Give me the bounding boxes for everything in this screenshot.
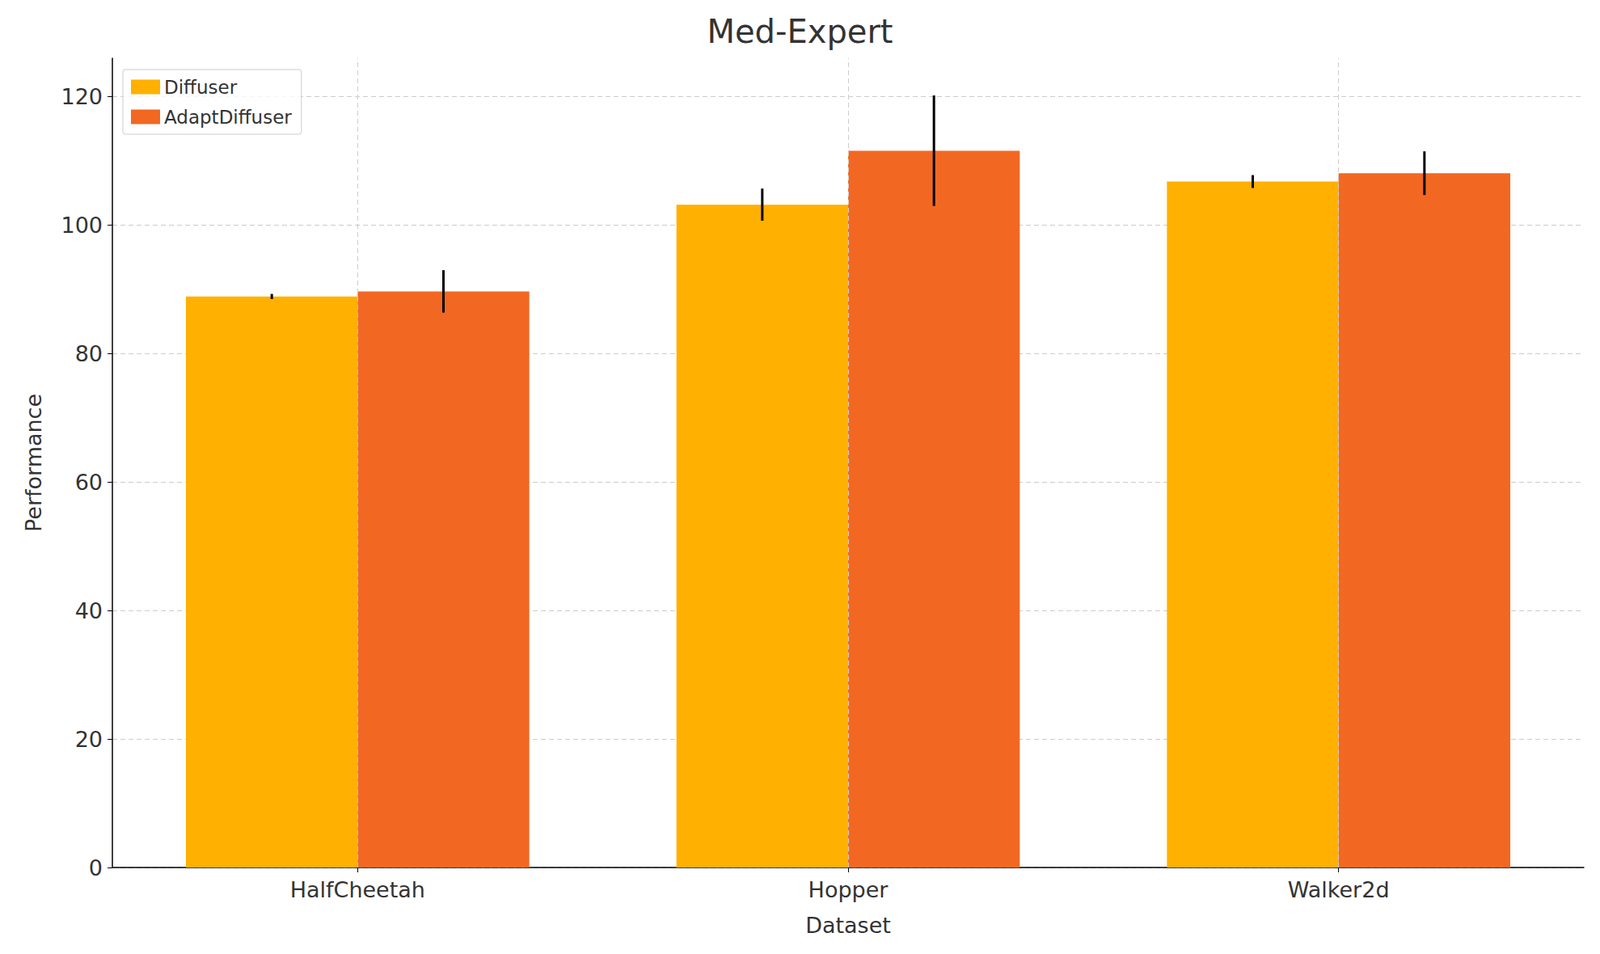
svg-text:0: 0 (88, 855, 103, 881)
svg-text:Hopper: Hopper (808, 877, 890, 903)
svg-text:40: 40 (75, 598, 103, 624)
svg-text:60: 60 (75, 469, 103, 495)
svg-text:Diffuser: Diffuser (164, 76, 238, 98)
svg-text:100: 100 (60, 212, 103, 238)
svg-text:AdaptDiffuser: AdaptDiffuser (164, 106, 292, 128)
svg-text:20: 20 (75, 726, 103, 752)
svg-text:120: 120 (60, 84, 103, 110)
svg-text:HalfCheetah: HalfCheetah (290, 877, 426, 903)
svg-text:Med-Expert: Med-Expert (706, 12, 893, 51)
svg-text:Walker2d: Walker2d (1287, 877, 1390, 903)
svg-text:Dataset: Dataset (805, 912, 891, 938)
svg-text:80: 80 (75, 341, 103, 367)
svg-text:Performance: Performance (21, 393, 47, 532)
